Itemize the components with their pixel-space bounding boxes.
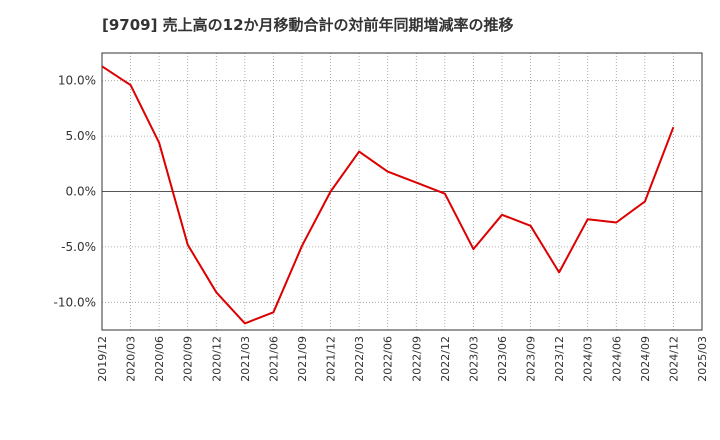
x-tick-label: 2021/03 xyxy=(239,336,252,382)
x-tick-label: 2024/03 xyxy=(582,336,595,382)
x-tick-label: 2024/09 xyxy=(639,336,652,382)
y-tick-label: 10.0% xyxy=(58,74,96,88)
x-tick-label: 2020/12 xyxy=(210,336,223,382)
x-tick-label: 2019/12 xyxy=(96,336,109,382)
y-tick-label: 5.0% xyxy=(66,129,97,143)
y-tick-label: -5.0% xyxy=(61,240,96,254)
y-tick-label: -10.0% xyxy=(54,295,96,309)
series-line xyxy=(101,65,675,325)
x-tick-label: 2023/12 xyxy=(553,336,566,382)
chart-title: [9709] 売上高の12か月移動合計の対前年同期増減率の推移 xyxy=(102,16,514,34)
x-tick-label: 2022/12 xyxy=(439,336,452,382)
x-tick-label: 2020/03 xyxy=(125,336,138,382)
x-tick-label: 2020/06 xyxy=(153,336,166,382)
x-tick-label: 2020/09 xyxy=(182,336,195,382)
x-tick-label: 2022/03 xyxy=(353,336,366,382)
x-tick-label: 2023/06 xyxy=(496,336,509,382)
x-tick-label: 2024/06 xyxy=(610,336,623,382)
x-tick-label: 2024/12 xyxy=(667,336,680,382)
x-tick-label: 2025/03 xyxy=(696,336,709,382)
x-tick-label: 2022/09 xyxy=(410,336,423,382)
y-tick-label: 0.0% xyxy=(66,185,97,199)
x-tick-label: 2021/06 xyxy=(267,336,280,382)
x-tick-label: 2023/03 xyxy=(467,336,480,382)
x-tick-label: 2022/06 xyxy=(382,336,395,382)
x-tick-label: 2021/09 xyxy=(296,336,309,382)
plot-border xyxy=(101,52,703,331)
x-tick-label: 2023/09 xyxy=(525,336,538,382)
x-tick-label: 2021/12 xyxy=(325,336,338,382)
